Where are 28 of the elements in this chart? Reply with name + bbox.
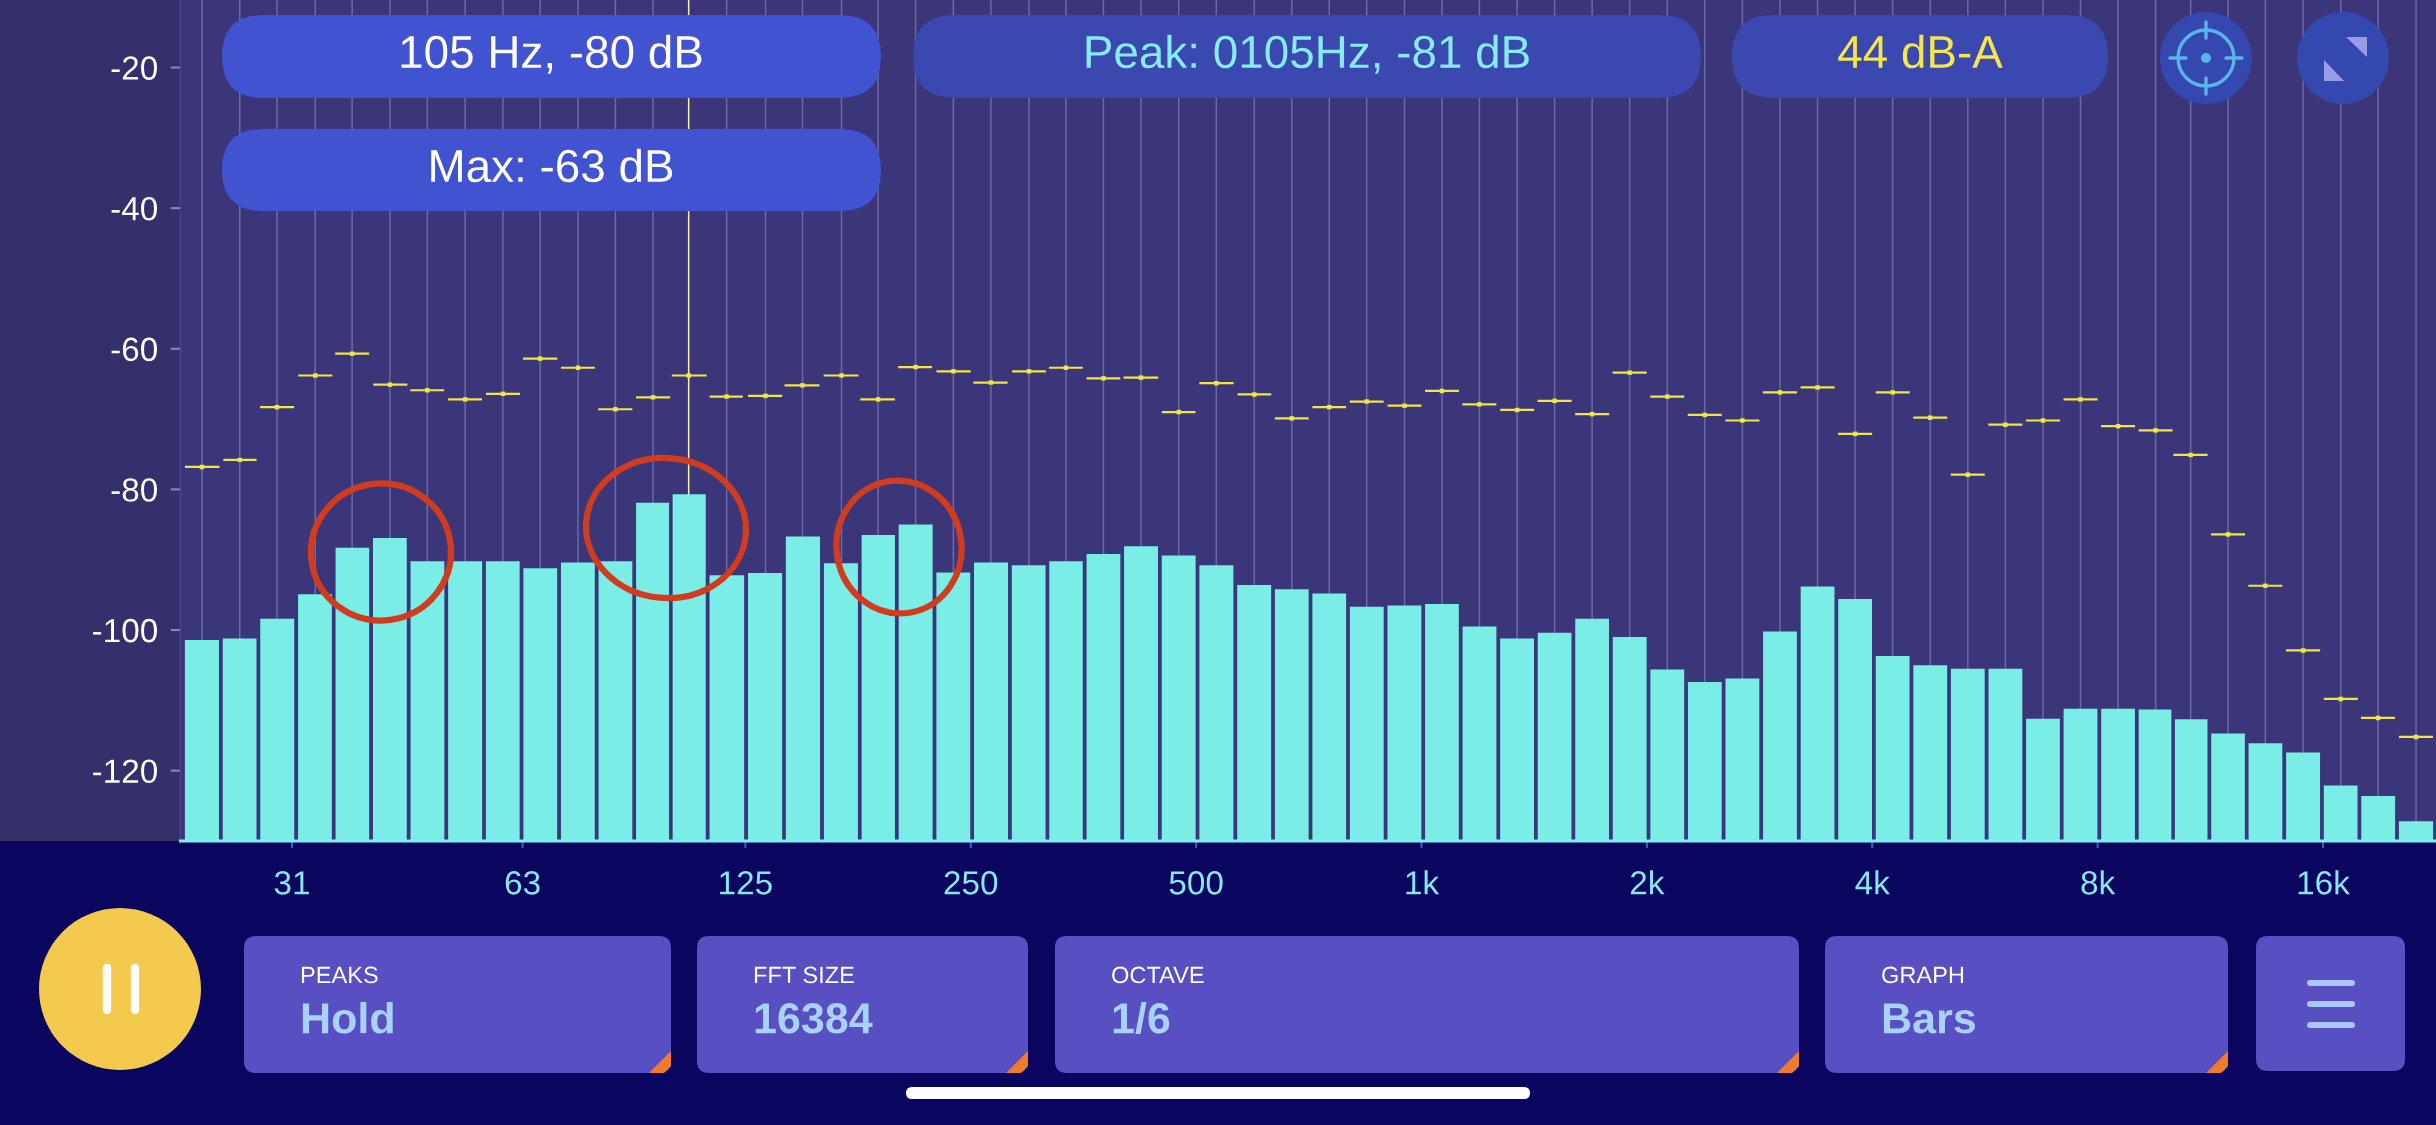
y-tick-label: -120 xyxy=(93,759,157,784)
y-tick-label: -40 xyxy=(111,196,157,221)
x-tick-label: 250 xyxy=(944,871,998,895)
text: 1/6 xyxy=(1113,1001,1170,1034)
x-tick-label: 16k xyxy=(2298,870,2350,895)
text: OCTAVE xyxy=(1112,966,1204,984)
x-tick-label: 125 xyxy=(720,871,772,895)
text: 16384 xyxy=(755,1003,873,1034)
x-tick-label: 63 xyxy=(505,871,540,895)
y-tick-label: -20 xyxy=(111,56,157,80)
annotation: Peak: 0105Hz, -81 dB xyxy=(1086,34,1529,74)
annotation: 44 dB-A xyxy=(1838,34,2003,69)
x-tick-label: 500 xyxy=(1169,871,1223,895)
text: PEAKS xyxy=(301,966,378,984)
text: Bars xyxy=(1883,1003,1975,1034)
x-tick-label: 4k xyxy=(1855,870,1890,895)
text: GRAPH xyxy=(1882,966,1964,984)
x-tick-label: 31 xyxy=(274,871,309,895)
x-tick-label: 1k xyxy=(1406,870,1440,895)
text: FFT SIZE xyxy=(754,966,854,984)
x-tick-label: 2k xyxy=(1630,870,1665,895)
annotation: Max: -63 dB xyxy=(431,148,673,183)
x-tick-label: 8k xyxy=(2081,870,2116,895)
text: Hold xyxy=(302,1001,393,1034)
y-tick-label: -80 xyxy=(111,478,157,502)
y-tick-label: -100 xyxy=(93,618,157,643)
annotation: 105 Hz, -80 dB xyxy=(401,34,702,74)
y-tick-label: -60 xyxy=(111,337,157,362)
